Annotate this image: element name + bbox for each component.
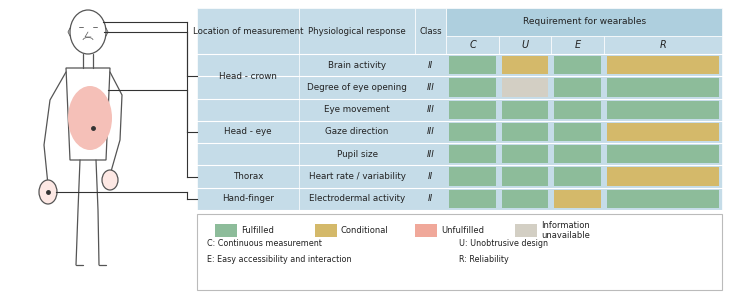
Text: E: E: [574, 40, 581, 50]
Bar: [197, 8, 300, 54]
Text: Information
unavailable: Information unavailable: [541, 221, 590, 240]
Bar: [197, 99, 722, 121]
Bar: [197, 54, 300, 99]
Text: II: II: [428, 194, 433, 203]
Text: Location of measurement: Location of measurement: [193, 27, 303, 35]
Text: Physiological response: Physiological response: [308, 27, 406, 35]
Text: Requirement for wearables: Requirement for wearables: [523, 17, 646, 27]
Bar: [607, 56, 719, 74]
Bar: [300, 8, 415, 54]
Bar: [449, 123, 496, 141]
Bar: [415, 8, 446, 54]
Text: Heart rate / variability: Heart rate / variability: [308, 172, 405, 181]
Bar: [502, 101, 548, 119]
Bar: [554, 101, 601, 119]
Text: Hand-finger: Hand-finger: [222, 194, 274, 203]
Bar: [604, 36, 722, 54]
Bar: [502, 190, 548, 208]
Bar: [554, 78, 601, 96]
Bar: [449, 78, 496, 96]
Bar: [607, 78, 719, 96]
Text: Gaze direction: Gaze direction: [325, 127, 389, 137]
Bar: [197, 165, 300, 188]
Bar: [607, 101, 719, 119]
Bar: [197, 99, 300, 165]
Bar: [515, 224, 537, 237]
Bar: [502, 168, 548, 186]
Bar: [551, 36, 604, 54]
Text: C: Continuous measurement: C: Continuous measurement: [207, 240, 322, 248]
Bar: [197, 188, 722, 210]
Text: III: III: [426, 150, 434, 159]
Bar: [197, 76, 722, 99]
Bar: [607, 145, 719, 163]
Text: Head - crown: Head - crown: [219, 72, 277, 81]
Ellipse shape: [68, 86, 112, 150]
Bar: [502, 145, 548, 163]
Polygon shape: [66, 68, 110, 160]
Text: U: U: [521, 40, 529, 50]
Text: E: Easy accessibility and interaction: E: Easy accessibility and interaction: [207, 255, 351, 265]
Ellipse shape: [39, 180, 57, 204]
Bar: [499, 36, 551, 54]
Bar: [446, 8, 722, 36]
Text: II: II: [428, 172, 433, 181]
Bar: [415, 224, 437, 237]
Bar: [554, 190, 601, 208]
Bar: [446, 36, 499, 54]
Text: Head - eye: Head - eye: [225, 127, 272, 137]
Bar: [197, 54, 722, 76]
Bar: [607, 123, 719, 141]
Bar: [197, 8, 722, 54]
Bar: [449, 168, 496, 186]
Text: Fulfilled: Fulfilled: [241, 226, 274, 235]
Bar: [197, 214, 722, 290]
Text: Class: Class: [419, 27, 442, 35]
Bar: [502, 56, 548, 74]
Text: III: III: [426, 105, 434, 114]
Text: Thorax: Thorax: [233, 172, 263, 181]
Text: R: R: [660, 40, 666, 50]
Bar: [449, 190, 496, 208]
Bar: [554, 123, 601, 141]
Bar: [502, 123, 548, 141]
Text: Pupil size: Pupil size: [337, 150, 378, 159]
Text: Degree of eye opening: Degree of eye opening: [307, 83, 407, 92]
Bar: [554, 145, 601, 163]
Text: Eye movement: Eye movement: [324, 105, 390, 114]
Bar: [607, 190, 719, 208]
Bar: [197, 165, 722, 188]
Bar: [315, 224, 337, 237]
Bar: [607, 168, 719, 186]
Text: III: III: [426, 127, 434, 137]
Bar: [554, 56, 601, 74]
Text: II: II: [428, 61, 433, 70]
Bar: [197, 143, 722, 165]
Text: Conditional: Conditional: [341, 226, 389, 235]
Bar: [215, 224, 237, 237]
Text: Unfulfilled: Unfulfilled: [441, 226, 484, 235]
Text: Brain activity: Brain activity: [328, 61, 386, 70]
Text: C: C: [469, 40, 476, 50]
Bar: [449, 56, 496, 74]
Ellipse shape: [102, 170, 118, 190]
Ellipse shape: [70, 10, 106, 54]
Text: III: III: [426, 83, 434, 92]
Text: Electrodermal activity: Electrodermal activity: [309, 194, 405, 203]
Bar: [502, 78, 548, 96]
Text: R: Reliability: R: Reliability: [459, 255, 510, 265]
Bar: [449, 145, 496, 163]
Text: U: Unobtrusive design: U: Unobtrusive design: [459, 240, 548, 248]
Bar: [449, 101, 496, 119]
Bar: [197, 188, 300, 210]
Bar: [554, 168, 601, 186]
Bar: [197, 121, 722, 143]
